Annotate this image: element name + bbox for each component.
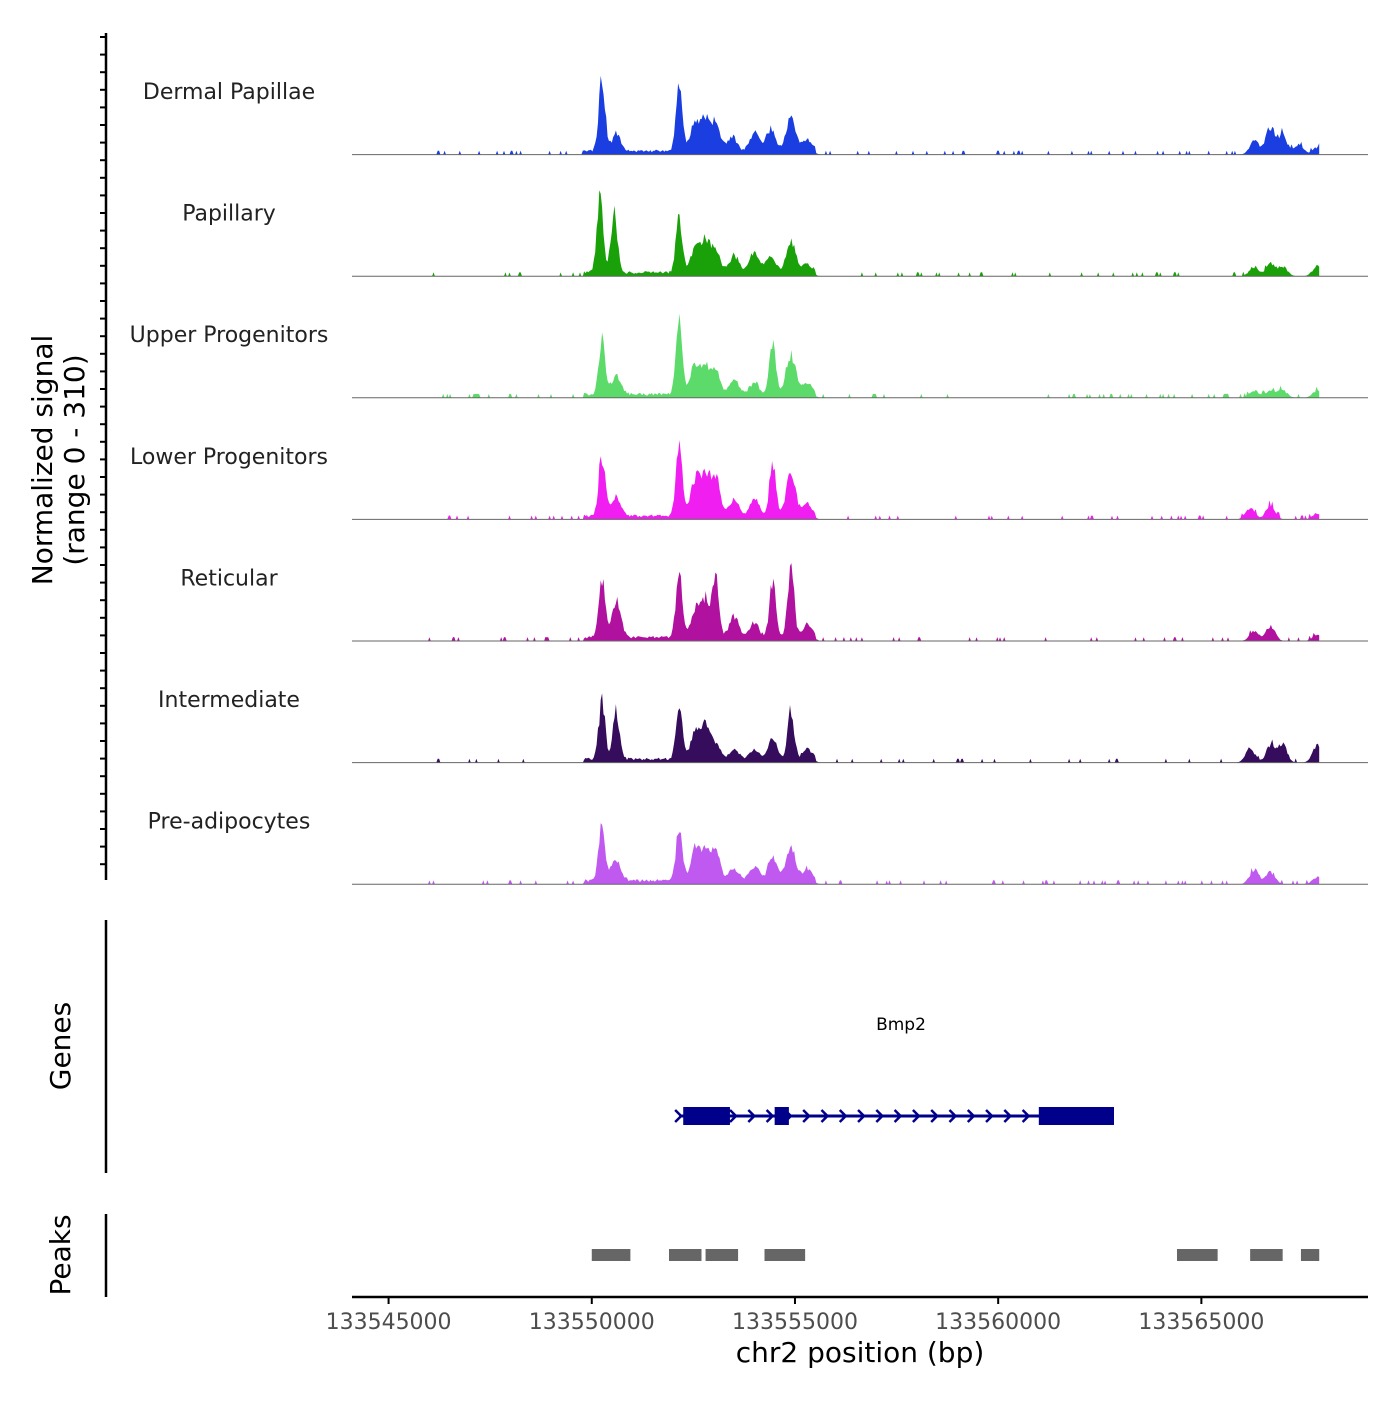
track-label: Papillary <box>182 202 276 227</box>
strand-arrow <box>1003 1109 1013 1123</box>
strand-arrow <box>893 1109 903 1123</box>
x-tick-label: 133555000 <box>732 1310 858 1335</box>
strand-arrow <box>674 1109 683 1123</box>
strand-arrow <box>802 1109 811 1123</box>
x-tick-label: 133560000 <box>935 1310 1061 1335</box>
x-axis-ticks: 133545000 133550000 133555000 133560000 1335… <box>326 1297 1264 1335</box>
track-6: Intermediate <box>158 688 1368 764</box>
strand-arrow <box>875 1109 885 1123</box>
strand-arrow <box>930 1109 939 1123</box>
gene-track: Bmp2 <box>674 1015 1114 1125</box>
peak-region <box>1176 1249 1218 1261</box>
signal-area <box>352 563 1320 641</box>
y-axis-label: Normalized signal <box>26 335 59 586</box>
track-label: Reticular <box>180 566 278 591</box>
x-axis-label: chr2 position (bp) <box>736 1336 985 1369</box>
signal-area <box>352 693 1320 763</box>
strand-arrow <box>966 1109 976 1123</box>
track-label: Pre-adipocytes <box>148 810 311 835</box>
track-label: Lower Progenitors <box>130 445 328 470</box>
coverage-tracks: Dermal Papillae Papillary Upper Progenitor… <box>130 75 1368 885</box>
track-3: Upper Progenitors <box>130 313 1368 399</box>
track-5: Reticular <box>180 563 1368 642</box>
track-label: Upper Progenitors <box>130 323 329 348</box>
strand-arrow <box>948 1109 958 1123</box>
peaks-track <box>591 1249 1320 1261</box>
strand-arrow <box>820 1109 830 1123</box>
gene-name-label: Bmp2 <box>876 1015 926 1035</box>
strand-arrow <box>747 1109 757 1123</box>
strand-arrow <box>838 1109 848 1123</box>
track-4: Lower Progenitors <box>130 439 1368 520</box>
signal-area <box>352 75 1320 155</box>
track-2: Papillary <box>182 190 1368 277</box>
strand-arrow <box>912 1109 921 1123</box>
signal-area <box>352 313 1320 398</box>
strand-arrow <box>857 1109 866 1123</box>
signal-area <box>352 439 1320 520</box>
strand-arrow <box>1021 1109 1031 1123</box>
x-tick-label: 133550000 <box>529 1310 655 1335</box>
y-axis-range-label: (range 0 - 310) <box>58 354 91 565</box>
peaks-track-label: Peaks <box>44 1214 77 1295</box>
peak-region <box>591 1249 631 1261</box>
track-label: Intermediate <box>158 688 300 713</box>
track-label: Dermal Papillae <box>143 80 315 105</box>
strand-arrow <box>765 1109 775 1123</box>
genes-track-label: Genes <box>44 1002 77 1090</box>
strand-arrow <box>985 1109 994 1123</box>
gene-exon <box>1038 1107 1114 1125</box>
peak-region <box>668 1249 702 1261</box>
x-tick-label: 133565000 <box>1138 1310 1264 1335</box>
signal-area <box>352 823 1320 885</box>
track-1: Dermal Papillae <box>143 75 1368 156</box>
gene-exon <box>774 1107 789 1125</box>
strand-arrow <box>729 1109 738 1123</box>
peak-region <box>764 1249 806 1261</box>
signal-area <box>352 190 1320 277</box>
peak-region <box>705 1249 739 1261</box>
gene-exon <box>683 1107 730 1125</box>
track-7: Pre-adipocytes <box>148 810 1368 885</box>
peak-region <box>1300 1249 1320 1261</box>
peak-region <box>1250 1249 1283 1261</box>
signal-y-axis-ticks <box>100 36 106 866</box>
x-tick-label: 133545000 <box>326 1310 452 1335</box>
